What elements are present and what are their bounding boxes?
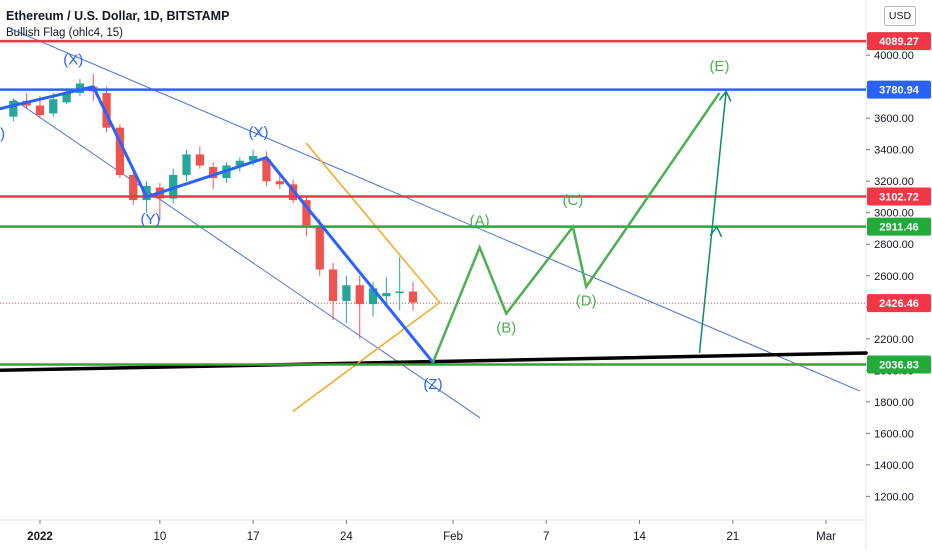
wave-label: (Z) — [423, 376, 442, 393]
candle-body — [182, 154, 191, 175]
projection-arrow-chevron — [709, 225, 723, 238]
time-tick-label: 2022 — [27, 531, 53, 543]
price-tick-label: 1600.00 — [874, 428, 914, 440]
time-tick-label: 7 — [543, 531, 549, 543]
candle-body — [355, 285, 364, 305]
level-price-label-box — [867, 217, 931, 236]
candle-body — [142, 185, 151, 201]
candle-body — [395, 291, 404, 294]
wave-label: (C) — [562, 192, 583, 209]
wave-label: (A) — [470, 212, 490, 229]
level-price-label: 2911.46 — [879, 222, 918, 234]
candle-body — [342, 285, 351, 301]
current-price-label-box — [867, 294, 931, 313]
time-tick-label: 14 — [633, 531, 646, 543]
wave-label: (X) — [63, 52, 83, 69]
wave-label: (Y) — [141, 211, 161, 228]
level-price-label: 4089.27 — [879, 36, 919, 48]
candle-body — [62, 92, 71, 103]
candle-body — [75, 83, 85, 93]
candle-body — [368, 288, 378, 305]
price-tick-label: 1800.00 — [874, 397, 914, 409]
candle-body — [408, 291, 418, 303]
time-tick-label: 24 — [340, 531, 353, 543]
price-tick-label: 3200.00 — [874, 176, 914, 188]
wave-label: (D) — [576, 293, 597, 310]
candle-body — [209, 167, 218, 179]
projection-arrow-line[interactable] — [698, 91, 727, 354]
candle-body — [302, 200, 311, 226]
candle-body — [315, 225, 324, 270]
price-tick-label: 2800.00 — [874, 239, 914, 251]
candle-body — [275, 181, 284, 185]
current-price-label: 2426.46 — [879, 298, 919, 310]
candle-body — [249, 156, 258, 161]
projection-path[interactable] — [431, 92, 721, 363]
currency-button[interactable]: USD — [884, 6, 916, 26]
wave-label: (E) — [709, 58, 729, 75]
time-tick-label: 21 — [726, 531, 739, 543]
wave-label: (B) — [496, 319, 516, 336]
level-price-label-box — [867, 32, 931, 51]
level-price-label: 2036.83 — [879, 359, 919, 371]
time-tick-label: 17 — [247, 531, 260, 543]
candle-body — [328, 269, 338, 301]
candle-body — [115, 127, 125, 175]
indicator-label[interactable]: Bullish Flag (ohlc4, 15) — [6, 27, 123, 39]
price-tick-label: 3600.00 — [874, 113, 914, 125]
time-tick-label: Mar — [816, 531, 836, 543]
price-tick-label: 2600.00 — [874, 271, 914, 283]
projection-arrow-head — [718, 89, 732, 102]
candle-body — [9, 100, 18, 117]
symbol-title[interactable]: Ethereum / U.S. Dollar, 1D, BITSTAMP — [6, 9, 230, 23]
price-tick-label: 3000.00 — [874, 208, 914, 220]
price-tick-label: 3400.00 — [874, 145, 914, 157]
time-tick-label: 10 — [153, 531, 166, 543]
level-price-label: 3780.94 — [879, 85, 920, 97]
price-tick-label: 1200.00 — [874, 491, 914, 503]
level-price-label-box — [867, 80, 931, 99]
candle-body — [102, 92, 111, 128]
price-tick-label: 4000.00 — [874, 50, 914, 62]
triangle-lower-leg[interactable] — [292, 301, 441, 413]
candle-body — [35, 105, 45, 116]
level-price-label: 3102.72 — [879, 192, 919, 204]
wave-label: ) — [0, 126, 5, 143]
level-price-label-box — [867, 187, 931, 206]
time-tick-label: Feb — [443, 531, 463, 543]
candle-body — [235, 160, 244, 166]
wave-label: (X) — [248, 124, 268, 141]
candle-body — [262, 159, 271, 182]
triangle-upper-leg[interactable] — [305, 142, 441, 304]
candle-body — [195, 154, 204, 166]
candle-body — [382, 293, 391, 297]
price-tick-label: 1400.00 — [874, 460, 914, 472]
level-price-label-box — [867, 355, 931, 374]
candle-body — [49, 99, 58, 114]
candle-body — [129, 174, 138, 201]
price-tick-label: 2200.00 — [874, 334, 914, 346]
wave-path[interactable] — [0, 85, 435, 364]
